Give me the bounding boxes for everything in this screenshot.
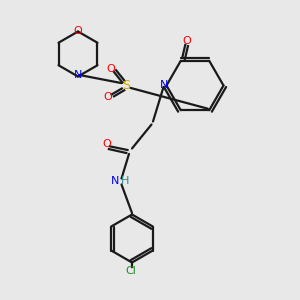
Text: N: N: [110, 176, 119, 187]
Text: H: H: [121, 176, 130, 187]
Text: O: O: [182, 36, 191, 46]
Text: O: O: [106, 64, 116, 74]
Text: O: O: [103, 92, 112, 103]
Text: S: S: [122, 79, 130, 92]
Text: O: O: [74, 26, 82, 37]
Text: N: N: [160, 80, 168, 91]
Text: Cl: Cl: [125, 266, 136, 276]
Text: O: O: [102, 139, 111, 149]
Text: N: N: [74, 70, 82, 80]
